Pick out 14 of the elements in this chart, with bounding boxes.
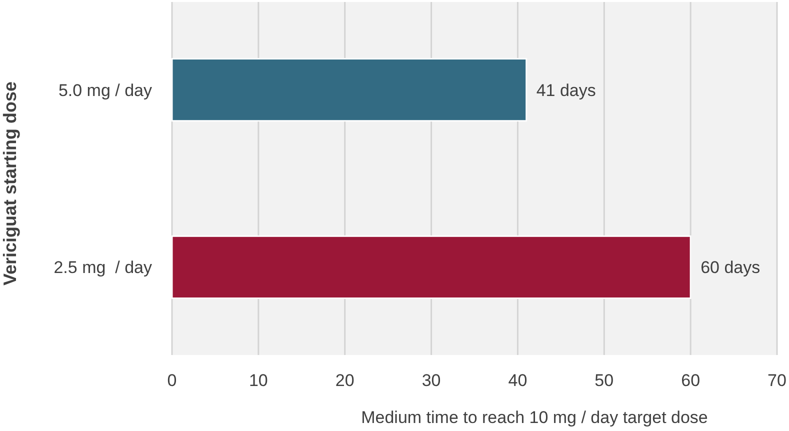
- x-tick-label: 0: [167, 371, 177, 390]
- x-tick-label: 10: [248, 371, 268, 390]
- data-label: 60 days: [700, 258, 760, 278]
- y-tick-label: 5.0 mg / day: [58, 80, 152, 100]
- y-axis-title: Vericiguat starting dose: [0, 81, 20, 286]
- data-label: 41 days: [536, 80, 596, 100]
- x-axis-title: Medium time to reach 10 mg / day target dose: [361, 408, 708, 427]
- x-tick-label: 60: [681, 371, 700, 390]
- y-tick-label: 2.5 mg / day: [54, 258, 152, 278]
- x-tick-label: 20: [335, 371, 354, 390]
- x-tick-label: 70: [768, 371, 786, 390]
- x-tick-label: 30: [422, 371, 441, 390]
- x-tick-label: 50: [594, 371, 614, 390]
- x-tick-label: 40: [508, 371, 528, 390]
